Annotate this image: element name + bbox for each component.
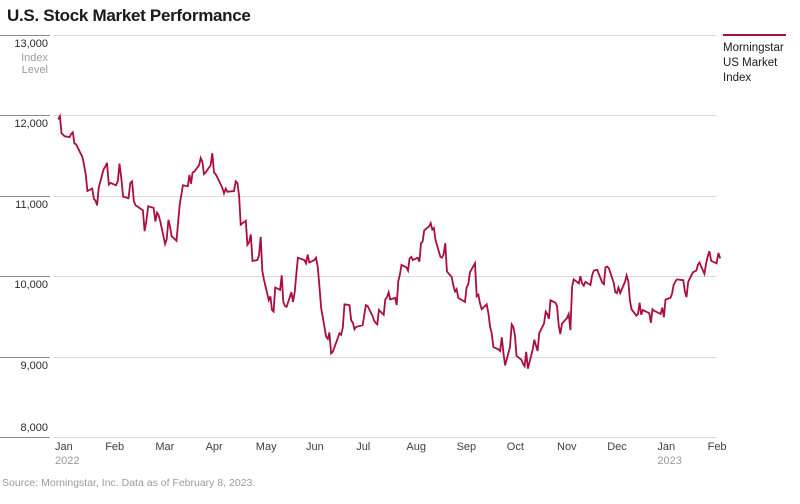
y-gridline (53, 356, 717, 358)
x-month-label: Dec (607, 441, 627, 453)
x-month-label: Jan (55, 441, 73, 453)
legend-label-line-2: US Market (723, 57, 778, 69)
x-month-label: Jun (306, 441, 324, 453)
y-tick-label: 10,000 (14, 279, 48, 292)
x-year-label: 2022 (55, 455, 80, 467)
x-month-label: Jul (356, 441, 371, 453)
y-gridline (53, 35, 717, 36)
y-gridline (53, 276, 717, 278)
x-month-label: Jan (657, 441, 676, 453)
legend-label-line-3: Index (723, 72, 752, 84)
y-tick-segment (0, 195, 50, 197)
y-gridline (53, 195, 717, 197)
y-tick-label: 13,000 (14, 38, 48, 50)
y-tick-segment (0, 437, 50, 438)
morningstar-us-market-index-line (57, 113, 722, 369)
x-month-label: Oct (506, 441, 524, 453)
y-tick-label: 9,000 (20, 359, 48, 372)
y-gridline (53, 115, 717, 117)
x-month-label: Apr (205, 441, 223, 453)
y-tick-segment (0, 276, 50, 278)
x-month-label: May (255, 441, 277, 453)
x-year-label: 2023 (657, 455, 682, 467)
x-month-label: Sep (456, 441, 477, 453)
page-title: U.S. Stock Market Performance (7, 6, 251, 25)
y-tick-label: 8,000 (20, 422, 48, 434)
y-tick-label: 11,000 (15, 198, 48, 211)
legend-label: Morningstar US Market Index (723, 41, 784, 86)
x-month-label: Mar (155, 441, 175, 453)
legend-label-line-1: Morningstar (723, 42, 784, 54)
y-tick-label: 12,000 (14, 118, 48, 131)
y-gridline (53, 437, 717, 438)
source-note: Source: Morningstar, Inc. Data as of Feb… (2, 477, 256, 489)
x-month-label: Feb (105, 441, 125, 453)
x-month-label: Aug (406, 441, 426, 453)
y-tick-segment (0, 115, 50, 117)
legend-line-swatch (723, 34, 786, 36)
y-axis-unit-label: Index Level (21, 52, 48, 76)
x-month-label: Feb (707, 441, 727, 453)
x-month-label: Nov (557, 441, 577, 453)
y-tick-segment (0, 356, 50, 358)
y-tick-segment (0, 35, 50, 36)
